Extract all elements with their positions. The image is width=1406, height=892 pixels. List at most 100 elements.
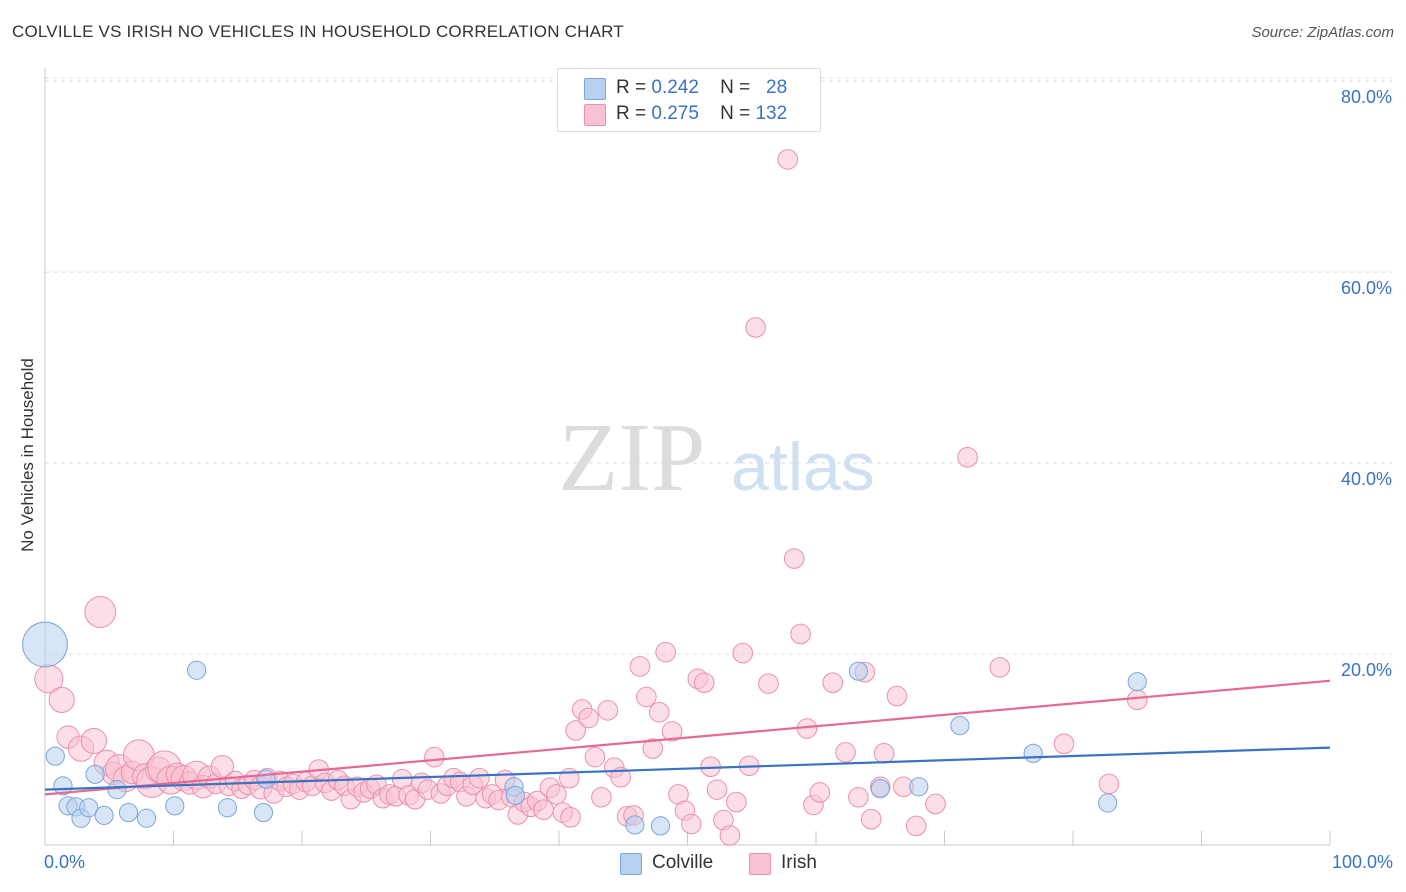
irish-point	[648, 701, 670, 723]
irish-point	[873, 743, 895, 764]
n-value: 28	[766, 77, 788, 98]
colville-point	[650, 816, 671, 836]
irish-point	[629, 656, 651, 677]
colville-point	[950, 716, 970, 736]
irish-point	[48, 686, 75, 713]
x-tick-label: 0.0%	[44, 852, 86, 872]
legend-label: Irish	[781, 852, 817, 873]
irish-point	[597, 700, 619, 721]
x-tick-label: 100.0%	[1331, 852, 1393, 872]
colville-point	[165, 796, 185, 816]
colville-swatch	[620, 853, 642, 875]
irish-trend-line	[44, 679, 1331, 796]
irish-point	[533, 799, 554, 820]
colville-point	[870, 779, 890, 799]
irish-point	[642, 738, 664, 759]
irish-point	[726, 791, 747, 813]
irish-point	[989, 657, 1011, 678]
irish-point	[80, 727, 107, 755]
colville-point	[45, 746, 65, 766]
irish-point	[84, 596, 117, 628]
colville-swatch	[584, 78, 606, 100]
r-label: R =	[616, 103, 647, 124]
colville-point	[136, 808, 157, 828]
irish-point	[925, 793, 946, 815]
irish-point	[565, 720, 587, 741]
colville-trend-line	[44, 746, 1331, 791]
irish-point	[745, 317, 766, 338]
colville-point	[625, 815, 645, 835]
colville-point	[256, 769, 276, 789]
irish-point	[886, 685, 908, 707]
colville-point	[848, 661, 869, 681]
irish-points	[34, 149, 1148, 846]
irish-point	[655, 641, 676, 663]
n-label: N =	[720, 103, 751, 124]
irish-point	[957, 447, 978, 468]
irish-point	[809, 782, 831, 803]
colville-point	[118, 802, 139, 823]
axes	[44, 68, 1331, 846]
irish-point	[860, 808, 882, 830]
colville-point	[217, 798, 238, 818]
colville-point	[1098, 793, 1118, 813]
trend-lines	[44, 679, 1331, 796]
irish-point	[732, 642, 754, 664]
irish-point	[905, 815, 927, 837]
irish-swatch	[584, 104, 606, 126]
irish-point	[661, 721, 683, 742]
r-value: 0.242	[651, 77, 699, 98]
gridlines	[45, 77, 1392, 655]
source-note: Source: ZipAtlas.com	[1251, 24, 1394, 41]
colville-point	[22, 621, 68, 668]
watermark: ZIP atlas	[559, 404, 875, 512]
n-label: N =	[720, 77, 751, 98]
r-label: R =	[616, 77, 647, 98]
r-value: 0.275	[651, 103, 699, 124]
colville-point	[253, 802, 274, 823]
irish-point	[783, 548, 805, 569]
irish-point	[546, 784, 567, 805]
colville-point	[79, 798, 99, 818]
colville-point	[94, 805, 114, 825]
irish-point	[610, 766, 631, 788]
colville-point	[1023, 743, 1043, 763]
irish-point	[790, 623, 811, 645]
irish-point	[681, 813, 702, 835]
legend-label: Colville	[652, 852, 714, 873]
colville-point	[1127, 672, 1147, 692]
irish-point	[777, 149, 799, 170]
irish-point	[636, 686, 657, 708]
irish-point	[835, 742, 856, 763]
irish-point	[848, 786, 869, 808]
irish-point	[469, 767, 490, 789]
watermark-zip: ZIP	[559, 404, 706, 512]
colville-point	[53, 776, 73, 796]
irish-swatch	[749, 853, 771, 875]
chart-title: COLVILLE VS IRISH NO VEHICLES IN HOUSEHO…	[12, 22, 624, 41]
y-tick-label: 60.0%	[1340, 278, 1392, 298]
y-tick-label: 80.0%	[1340, 87, 1392, 107]
n-value: 132	[755, 103, 788, 124]
irish-point	[591, 786, 612, 808]
irish-point	[1126, 689, 1148, 711]
watermark-atlas: atlas	[731, 429, 875, 505]
colville-point	[505, 785, 525, 805]
colville-point	[909, 777, 929, 797]
irish-point	[693, 672, 715, 693]
irish-point	[584, 746, 606, 768]
irish-point	[1053, 733, 1075, 755]
y-tick-label: 20.0%	[1340, 660, 1392, 680]
stats-legend: R = 0.242 N = 28 R = 0.275 N = 132	[557, 68, 821, 132]
irish-point	[1098, 773, 1120, 795]
colville-point	[187, 660, 207, 680]
irish-point	[706, 779, 728, 800]
irish-point	[424, 746, 445, 768]
irish-point	[578, 707, 599, 729]
y-tick-label: 40.0%	[1340, 469, 1392, 489]
irish-point	[758, 673, 779, 694]
irish-point	[719, 825, 741, 846]
colville-points	[22, 621, 1147, 836]
irish-point	[560, 807, 581, 828]
